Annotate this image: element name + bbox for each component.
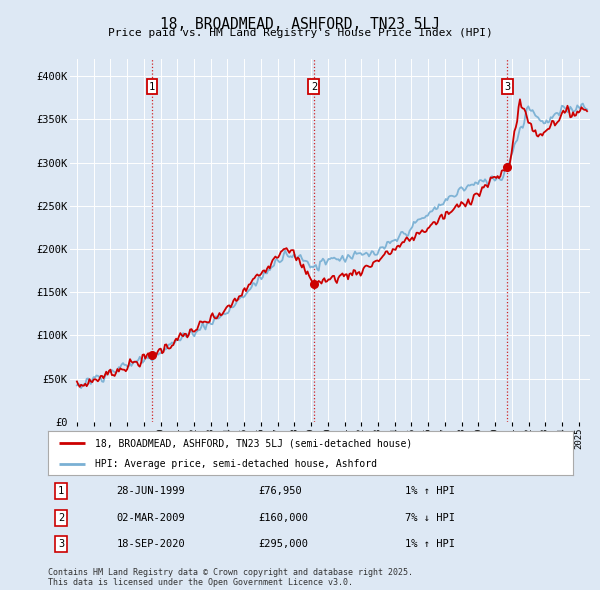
Text: 18-SEP-2020: 18-SEP-2020 xyxy=(116,539,185,549)
Text: 1% ↑ HPI: 1% ↑ HPI xyxy=(405,539,455,549)
Text: 1% ↑ HPI: 1% ↑ HPI xyxy=(405,486,455,496)
Text: 2: 2 xyxy=(58,513,64,523)
Text: 1: 1 xyxy=(58,486,64,496)
Text: 18, BROADMEAD, ASHFORD, TN23 5LJ: 18, BROADMEAD, ASHFORD, TN23 5LJ xyxy=(160,17,440,31)
Text: 3: 3 xyxy=(504,81,510,91)
Text: 3: 3 xyxy=(58,539,64,549)
Text: HPI: Average price, semi-detached house, Ashford: HPI: Average price, semi-detached house,… xyxy=(95,459,377,469)
Text: Contains HM Land Registry data © Crown copyright and database right 2025.
This d: Contains HM Land Registry data © Crown c… xyxy=(48,568,413,587)
Text: 1: 1 xyxy=(149,81,155,91)
Text: Price paid vs. HM Land Registry's House Price Index (HPI): Price paid vs. HM Land Registry's House … xyxy=(107,28,493,38)
Text: 02-MAR-2009: 02-MAR-2009 xyxy=(116,513,185,523)
Text: 18, BROADMEAD, ASHFORD, TN23 5LJ (semi-detached house): 18, BROADMEAD, ASHFORD, TN23 5LJ (semi-d… xyxy=(95,438,413,448)
Text: 28-JUN-1999: 28-JUN-1999 xyxy=(116,486,185,496)
Text: 7% ↓ HPI: 7% ↓ HPI xyxy=(405,513,455,523)
Text: £160,000: £160,000 xyxy=(258,513,308,523)
Text: £76,950: £76,950 xyxy=(258,486,302,496)
Text: £295,000: £295,000 xyxy=(258,539,308,549)
Text: 2: 2 xyxy=(311,81,317,91)
